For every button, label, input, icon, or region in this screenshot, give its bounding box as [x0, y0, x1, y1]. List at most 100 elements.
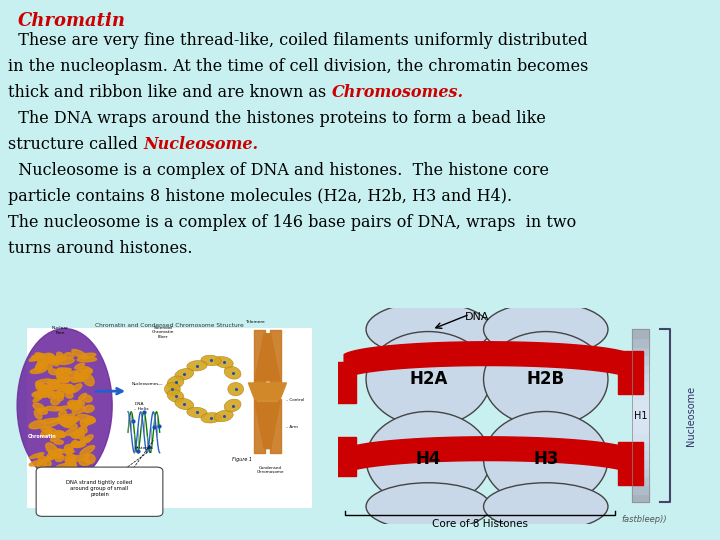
- Ellipse shape: [53, 449, 63, 455]
- Ellipse shape: [58, 394, 63, 401]
- Ellipse shape: [71, 377, 80, 382]
- Ellipse shape: [58, 375, 70, 382]
- Ellipse shape: [59, 410, 66, 417]
- Polygon shape: [618, 351, 642, 394]
- Polygon shape: [632, 390, 649, 399]
- Ellipse shape: [186, 361, 207, 371]
- Text: The nucleosome is a complex of 146 base pairs of DNA, wraps  in two: The nucleosome is a complex of 146 base …: [8, 214, 576, 231]
- Ellipse shape: [59, 420, 77, 428]
- Ellipse shape: [40, 386, 52, 393]
- Ellipse shape: [45, 456, 53, 461]
- Ellipse shape: [84, 454, 95, 464]
- Ellipse shape: [82, 454, 89, 460]
- Ellipse shape: [59, 377, 70, 383]
- Polygon shape: [632, 433, 649, 442]
- Ellipse shape: [38, 455, 51, 465]
- Ellipse shape: [57, 352, 65, 361]
- Ellipse shape: [30, 460, 46, 466]
- Ellipse shape: [40, 429, 51, 437]
- Text: H3: H3: [533, 450, 559, 468]
- Polygon shape: [632, 494, 649, 502]
- Polygon shape: [632, 399, 649, 407]
- Text: Nucleosome.: Nucleosome.: [143, 136, 258, 153]
- Polygon shape: [618, 442, 642, 485]
- Ellipse shape: [65, 444, 73, 451]
- Ellipse shape: [39, 393, 48, 397]
- Ellipse shape: [366, 483, 490, 530]
- Ellipse shape: [81, 425, 87, 433]
- Ellipse shape: [215, 356, 233, 368]
- Ellipse shape: [49, 450, 62, 458]
- Ellipse shape: [57, 390, 67, 394]
- Ellipse shape: [57, 414, 75, 420]
- Ellipse shape: [41, 418, 58, 423]
- Polygon shape: [251, 391, 283, 401]
- Ellipse shape: [48, 393, 63, 399]
- Ellipse shape: [71, 433, 79, 438]
- Ellipse shape: [66, 454, 76, 461]
- Polygon shape: [632, 485, 649, 494]
- Polygon shape: [331, 437, 356, 476]
- Ellipse shape: [224, 366, 241, 379]
- Text: Figure 1: Figure 1: [232, 457, 252, 462]
- Ellipse shape: [167, 389, 184, 402]
- Ellipse shape: [66, 448, 73, 455]
- Ellipse shape: [37, 359, 52, 369]
- Text: H4: H4: [415, 450, 441, 468]
- Polygon shape: [632, 476, 649, 485]
- Ellipse shape: [50, 392, 64, 397]
- Polygon shape: [248, 383, 287, 400]
- Ellipse shape: [175, 398, 194, 410]
- Polygon shape: [632, 355, 649, 364]
- Polygon shape: [255, 334, 280, 381]
- Text: Nucleosome: Nucleosome: [686, 386, 696, 446]
- Ellipse shape: [71, 401, 84, 408]
- Ellipse shape: [44, 420, 60, 427]
- Ellipse shape: [74, 375, 84, 381]
- Ellipse shape: [50, 431, 63, 441]
- Ellipse shape: [175, 368, 194, 380]
- Ellipse shape: [484, 332, 608, 427]
- Ellipse shape: [36, 361, 48, 369]
- Polygon shape: [632, 347, 649, 355]
- Ellipse shape: [71, 442, 86, 447]
- Ellipse shape: [35, 410, 42, 419]
- Ellipse shape: [484, 483, 608, 530]
- Text: Nuclear
Pore: Nuclear Pore: [52, 326, 68, 335]
- Polygon shape: [632, 407, 649, 416]
- Ellipse shape: [74, 432, 84, 438]
- Text: – Control: – Control: [287, 399, 305, 402]
- Text: H2A: H2A: [409, 370, 447, 388]
- Text: fastbleep)): fastbleep)): [622, 515, 667, 524]
- Text: H1: H1: [634, 411, 647, 421]
- Text: Telomere: Telomere: [245, 320, 265, 325]
- Ellipse shape: [83, 395, 92, 402]
- Ellipse shape: [81, 367, 92, 374]
- Text: Solenoid
Chromatin
Fiber: Solenoid Chromatin Fiber: [152, 326, 174, 339]
- Ellipse shape: [77, 415, 96, 423]
- Ellipse shape: [55, 368, 71, 373]
- Ellipse shape: [65, 353, 74, 358]
- Ellipse shape: [366, 332, 490, 427]
- Ellipse shape: [56, 418, 67, 422]
- Ellipse shape: [58, 359, 74, 364]
- Ellipse shape: [38, 408, 48, 414]
- Text: Chromatin: Chromatin: [28, 434, 57, 439]
- Ellipse shape: [56, 373, 70, 381]
- Polygon shape: [632, 364, 649, 373]
- Ellipse shape: [68, 400, 76, 406]
- Text: DNA: DNA: [464, 312, 489, 322]
- Text: – Arm: – Arm: [287, 425, 298, 429]
- Ellipse shape: [228, 382, 243, 396]
- Ellipse shape: [75, 363, 84, 369]
- Ellipse shape: [48, 356, 64, 363]
- Ellipse shape: [80, 420, 89, 427]
- Ellipse shape: [50, 397, 60, 405]
- Polygon shape: [632, 442, 649, 450]
- Ellipse shape: [45, 406, 62, 411]
- Text: Chromosomes.: Chromosomes.: [331, 84, 464, 101]
- Ellipse shape: [34, 391, 51, 396]
- Ellipse shape: [44, 353, 55, 361]
- Ellipse shape: [80, 437, 90, 443]
- Ellipse shape: [45, 443, 58, 455]
